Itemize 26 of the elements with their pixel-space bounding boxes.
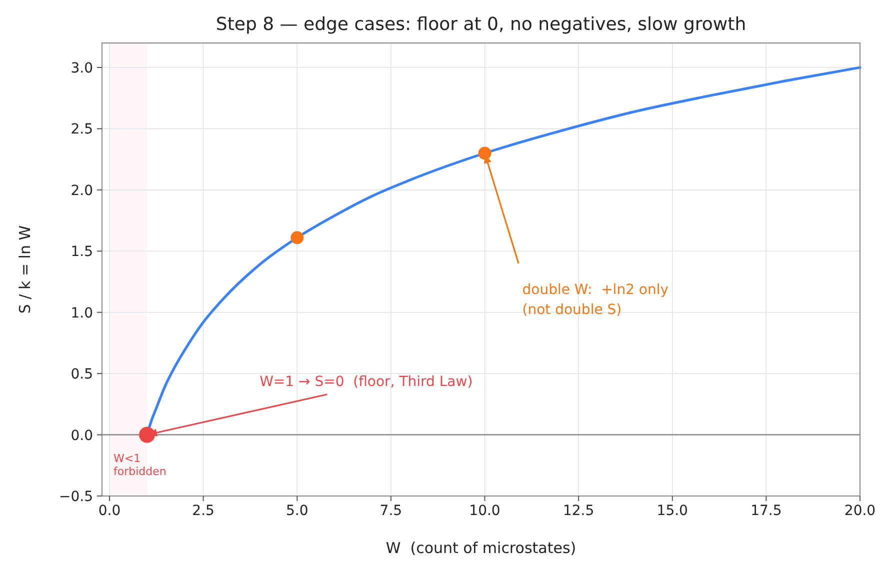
x-tick-label: 17.5 (750, 503, 782, 519)
chart-title: Step 8 — edge cases: floor at 0, no negatives, slow growth (216, 14, 746, 35)
point (478, 146, 492, 160)
y-tick-label: 0.5 (70, 366, 93, 383)
x-axis-title: W (count of microstates) (386, 539, 576, 557)
annotation: double W: +ln2 only (not double S) (522, 282, 669, 318)
x-tick-label: 15.0 (656, 503, 688, 519)
x-tick-label: 20.0 (844, 503, 876, 519)
y-tick-label: 1.5 (70, 244, 93, 260)
x-tick-label: 7.5 (380, 503, 402, 519)
annotation: W=1 → S=0 (floor, Third Law) (260, 374, 473, 390)
y-tick-label: −0.5 (59, 489, 93, 505)
y-tick-label: 0.0 (70, 428, 93, 444)
point (139, 426, 156, 443)
x-tick-label: 10.0 (469, 503, 500, 519)
y-tick-label: 2.5 (70, 122, 93, 138)
point (290, 231, 304, 244)
x-tick-label: 12.5 (562, 503, 594, 519)
y-tick-label: 2.0 (70, 182, 93, 199)
y-axis-title: S / k = ln W (16, 225, 34, 314)
band-label: W<1 forbidden (114, 452, 166, 478)
x-tick-label: 5.0 (286, 503, 308, 519)
y-tick-label: 3.0 (70, 60, 93, 76)
x-tick-label: 2.5 (192, 503, 214, 519)
y-tick-label: 1.0 (70, 305, 93, 322)
x-tick-label: 0.0 (98, 503, 121, 519)
